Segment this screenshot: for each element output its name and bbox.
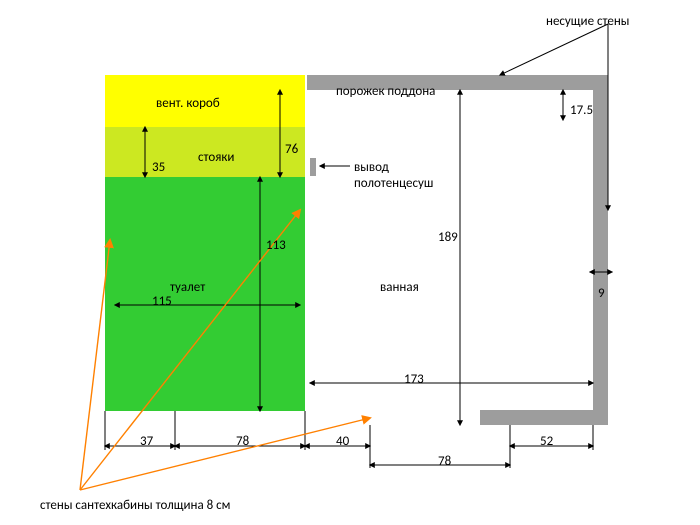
dim-115: 115	[152, 294, 172, 309]
dim-9: 9	[598, 286, 605, 301]
bottom-label: стены сантехкабины толщина 8 см	[40, 498, 230, 513]
threshold-label: порожек поддона	[336, 84, 435, 99]
dim-113: 113	[266, 238, 286, 253]
dim-35: 35	[152, 160, 165, 175]
dim-78a: 78	[236, 434, 249, 449]
dim-52: 52	[540, 434, 553, 449]
bath-label: ванная	[380, 280, 419, 295]
dim-173: 173	[404, 372, 424, 387]
dim-17-5: 17.5	[570, 103, 593, 118]
vent-label: вент. короб	[156, 96, 220, 111]
top-right-label: несущие стены	[546, 14, 629, 29]
cabin-c	[80, 418, 370, 490]
towel-outlet	[310, 158, 316, 176]
toilet-label: туалет	[170, 280, 205, 295]
towel-label-1: вывод	[354, 160, 389, 175]
dim-40: 40	[336, 434, 349, 449]
load-wall-a	[500, 24, 608, 75]
dim-76: 76	[285, 142, 298, 157]
wall-bottom-seg	[480, 410, 608, 425]
floor-plan-diagram: несущие стены вент. короб порожек поддона с…	[0, 0, 700, 525]
dim-78b: 78	[438, 454, 451, 469]
stoiaki-label: стояки	[198, 150, 234, 165]
dim-189: 189	[438, 230, 458, 245]
wall-right	[593, 75, 608, 425]
towel-label-2: полотенцесуш	[354, 176, 433, 191]
dim-37: 37	[140, 434, 153, 449]
